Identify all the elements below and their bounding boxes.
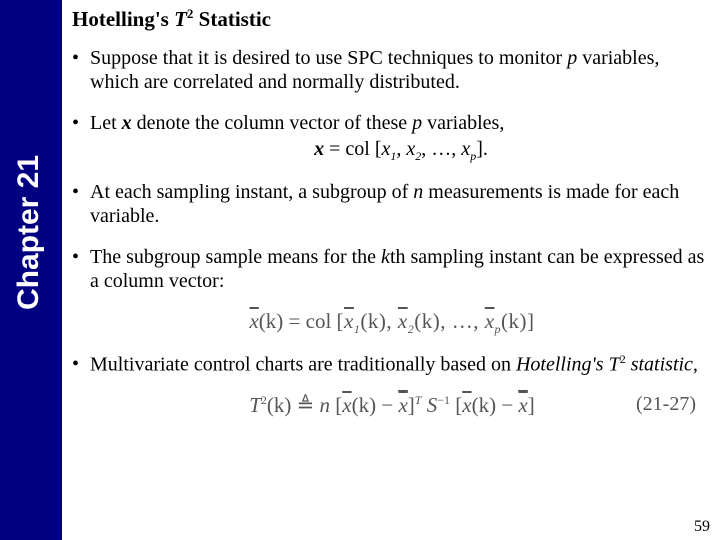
bullet-2: Let x denote the column vector of these …	[72, 111, 712, 164]
b2-s1: 1	[390, 149, 396, 163]
f2-supT: T	[415, 393, 422, 407]
equation-number: (21-27)	[636, 393, 696, 416]
f1-a1: (k),	[360, 309, 398, 333]
bullet-3: At each sampling instant, a subgroup of …	[72, 180, 712, 229]
b2-eq-end: ].	[476, 138, 488, 160]
f2-n: n	[320, 393, 331, 417]
b5a: Multivariate control charts are traditio…	[90, 353, 516, 375]
f1-tp: x	[485, 309, 495, 333]
b3a: At each sampling instant, a subgroup of	[90, 181, 413, 203]
slide-title: Hotelling's T2 Statistic	[72, 6, 712, 32]
bullet-1: Suppose that it is desired to use SPC te…	[72, 46, 712, 95]
f1-close: ]	[527, 309, 535, 333]
f2-S: S	[427, 393, 438, 417]
sidebar: Chapter 21	[0, 0, 62, 540]
f1-ap: (k)	[501, 309, 527, 333]
title-var: T	[174, 7, 187, 31]
f2-xk: x	[342, 393, 351, 417]
formula-2: T2(k) ≜ n [x(k) − x]T S−1 [x(k) − x] (21…	[72, 393, 712, 418]
title-suffix: Statistic	[193, 7, 271, 31]
bullet-4: The subgroup sample means for the kth sa…	[72, 245, 712, 294]
b2-x2: x	[406, 138, 415, 160]
f2-Sinv: −1	[437, 393, 450, 407]
bullet-list: Suppose that it is desired to use SPC te…	[72, 46, 712, 293]
b2c: variables,	[422, 112, 504, 134]
f2-xbar: x	[398, 393, 407, 417]
b2b: denote the column vector of these	[132, 112, 412, 134]
b2-dots: , …,	[421, 138, 461, 160]
bullet-5: Multivariate control charts are traditio…	[72, 352, 712, 377]
b2-eq-lhs: x	[314, 138, 324, 160]
f1-a2: (k), …,	[414, 309, 485, 333]
f1-argk: (k) = col	[259, 309, 332, 333]
chapter-label: Chapter 21	[12, 155, 46, 310]
page-number: 59	[694, 518, 710, 536]
b5-em: Hotelling's T	[516, 353, 620, 375]
b4-k: k	[381, 246, 390, 268]
f1-t1: x	[344, 309, 354, 333]
b5-em2: statistic,	[626, 353, 698, 375]
f2-xk2: x	[462, 393, 471, 417]
f2-xkarg2: (k) −	[472, 393, 519, 417]
f2-xkarg: (k) −	[352, 393, 399, 417]
f2-T: T	[249, 393, 261, 417]
b2-x: x	[122, 112, 132, 134]
f1-open: [	[337, 309, 345, 333]
bullet-list-2: Multivariate control charts are traditio…	[72, 352, 712, 377]
b2-equation: x = col [x1, x2, …, xp].	[90, 137, 712, 164]
slide-content: Hotelling's T2 Statistic Suppose that it…	[72, 6, 712, 418]
b2-p: p	[412, 112, 422, 134]
f2-close2: ]	[528, 393, 535, 417]
b1-p: p	[567, 47, 577, 69]
b3-n: n	[413, 181, 423, 203]
f2-close1: ]	[408, 393, 415, 417]
f1-t2: x	[398, 309, 408, 333]
b4a: The subgroup sample means for the	[90, 246, 381, 268]
b2a: Let	[90, 112, 122, 134]
b2-xp: x	[461, 138, 470, 160]
b1-text: Suppose that it is desired to use SPC te…	[90, 47, 567, 69]
f2-xbar2: x	[518, 393, 527, 417]
b2-eq-mid: = col [	[324, 138, 381, 160]
f2-eq: ≜	[291, 393, 319, 417]
f2-argk: (k)	[267, 393, 292, 417]
title-prefix: Hotelling's	[72, 7, 174, 31]
formula-1: x(k) = col [x1(k), x2(k), …, xp(k)]	[72, 309, 712, 337]
f1-lhs: x	[249, 309, 258, 333]
